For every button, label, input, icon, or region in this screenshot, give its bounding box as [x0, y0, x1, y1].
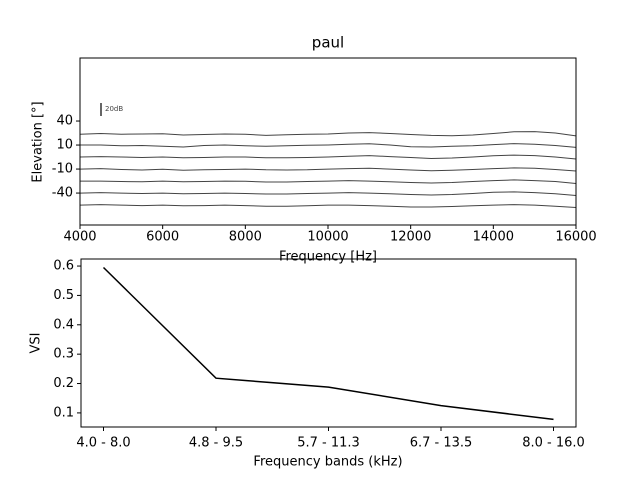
y-tick-label: 40	[56, 114, 73, 129]
x-tick-label: 4.0 - 8.0	[76, 436, 130, 451]
data-line	[80, 179, 577, 184]
x-tick-label: 14000	[473, 230, 514, 245]
y-axis-label: VSI	[29, 333, 44, 354]
scale-label: 20dB	[105, 105, 123, 113]
x-tick-label: 6000	[146, 230, 179, 245]
x-tick-label: 12000	[390, 230, 431, 245]
data-line	[79, 191, 577, 196]
x-axis-label: Frequency bands (kHz)	[253, 455, 402, 470]
data-line	[80, 143, 577, 148]
axes-frame	[79, 57, 577, 226]
axes-frame	[80, 258, 577, 428]
x-axis-label: Frequency [Hz]	[279, 250, 377, 265]
chart-title: paul	[312, 34, 344, 52]
data-line	[102, 266, 554, 421]
x-tick-label: 4000	[63, 230, 96, 245]
y-tick-label: -40	[52, 186, 73, 201]
data-line	[79, 167, 577, 172]
data-line	[79, 131, 577, 137]
x-tick-label: 8000	[229, 230, 262, 245]
x-tick-label: 4.8 - 9.5	[189, 436, 243, 451]
x-tick-label: 16000	[555, 230, 596, 245]
y-axis-label: Elevation [°]	[31, 101, 46, 182]
x-tick-label: 8.0 - 16.0	[522, 436, 585, 451]
y-tick-label: 0.2	[53, 376, 74, 391]
x-tick-label: 10000	[307, 230, 348, 245]
data-line	[79, 154, 577, 160]
y-tick-label: 0.1	[53, 405, 74, 420]
y-tick-label: 0.4	[53, 317, 74, 332]
y-tick-label: 0.5	[53, 288, 74, 303]
y-tick-label: 0.3	[53, 347, 74, 362]
y-tick-label: -10	[52, 162, 73, 177]
x-tick-label: 5.7 - 11.3	[297, 436, 360, 451]
y-tick-label: 0.6	[53, 259, 74, 274]
y-tick-label: 10	[56, 138, 73, 153]
data-line	[79, 204, 577, 208]
x-tick-label: 6.7 - 13.5	[410, 436, 473, 451]
